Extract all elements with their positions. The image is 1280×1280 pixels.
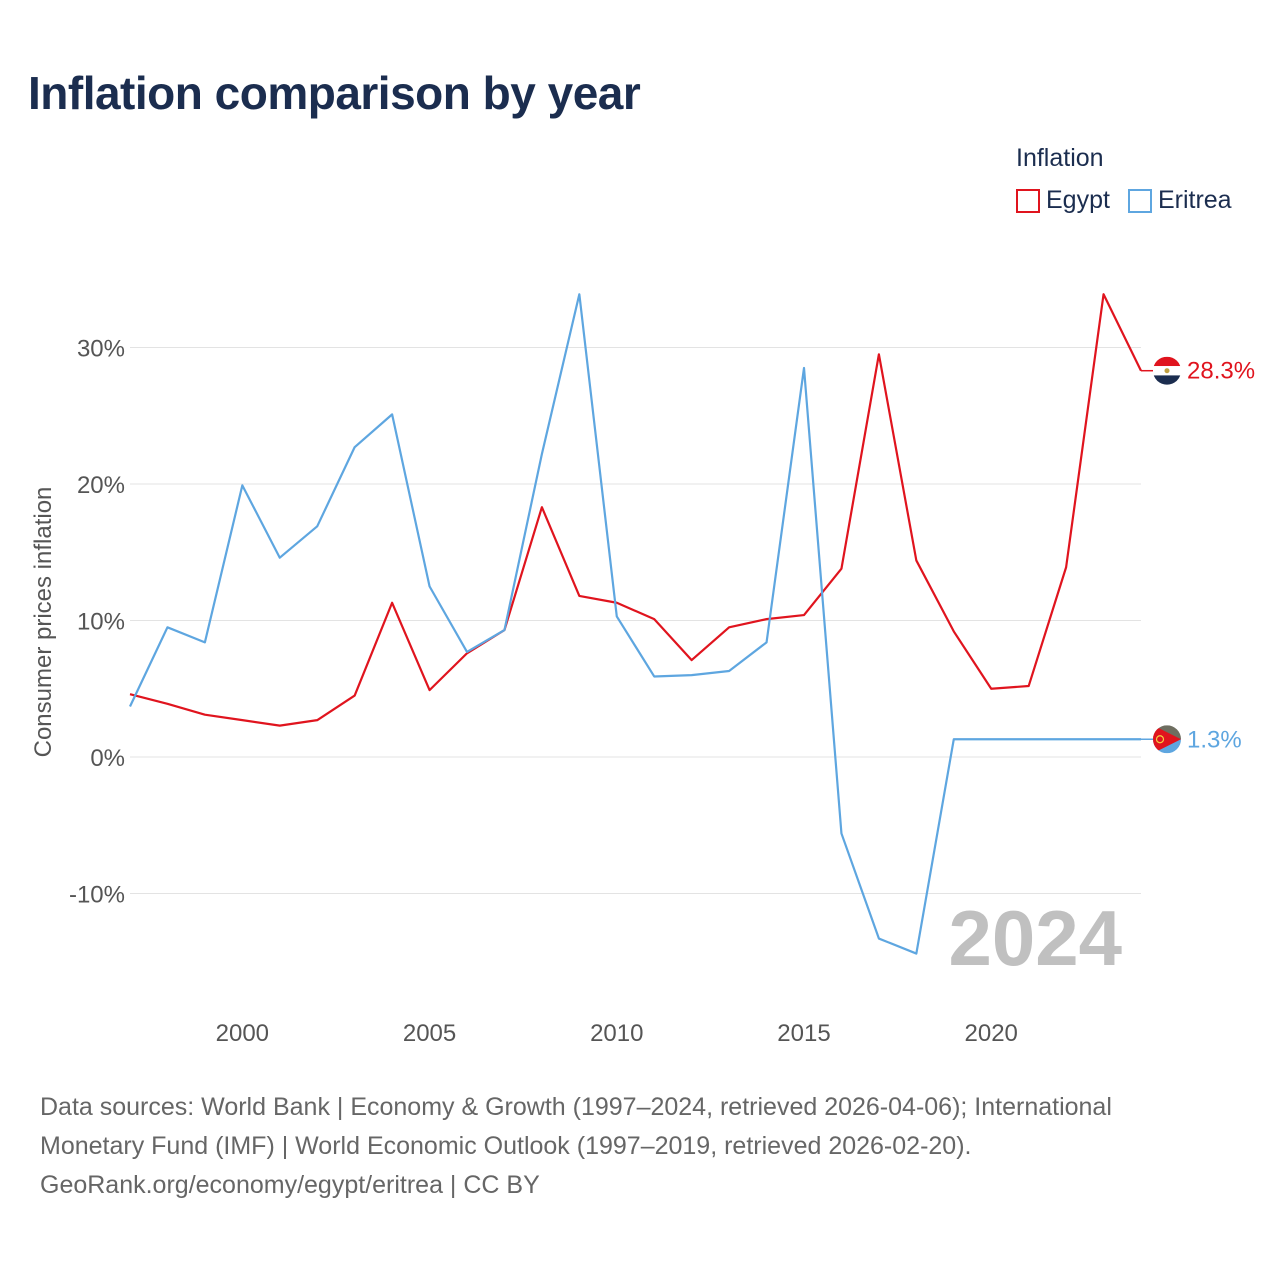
legend-item-eritrea[interactable]: Eritrea	[1127, 186, 1232, 215]
inflation-line-chart: -10% 0% 10% 20% 30% 2000 2005 2010 2015 2020 Con…	[30, 293, 1255, 1047]
year-watermark: 2024	[948, 894, 1122, 982]
chart-title: Inflation comparison by year	[28, 67, 641, 119]
y-tick-label: -10%	[69, 882, 125, 909]
grid-lines	[130, 347, 1141, 894]
y-axis-ticks: -10% 0% 10% 20% 30%	[69, 336, 125, 909]
legend-swatch-eritrea	[1127, 188, 1152, 213]
legend-swatch-egypt	[1016, 188, 1040, 213]
series-end-markers: 28.3% 1.3%	[1141, 356, 1255, 754]
y-tick-label: 20%	[77, 472, 125, 499]
egypt-flag-icon	[1153, 356, 1181, 385]
end-value-label-eritrea: 1.3%	[1187, 726, 1242, 753]
legend: Egypt Eritrea	[1016, 186, 1250, 215]
y-tick-label: 0%	[90, 745, 125, 772]
legend-title: Inflation	[1016, 144, 1104, 172]
footer-line-1: Data sources: World Bank | Economy & Gro…	[40, 1093, 1112, 1121]
series-lines	[129, 293, 1142, 955]
legend-label-egypt: Egypt	[1046, 186, 1110, 214]
end-value-label-egypt: 28.3%	[1187, 358, 1255, 385]
x-tick-label: 2015	[777, 1020, 830, 1047]
y-tick-label: 30%	[77, 336, 125, 363]
x-axis-ticks: 2000 2005 2010 2015 2020	[216, 1020, 1018, 1047]
x-tick-label: 2005	[403, 1020, 456, 1047]
x-tick-label: 2020	[965, 1020, 1018, 1047]
footer-line-3[interactable]: GeoRank.org/economy/egypt/eritrea | CC B…	[40, 1171, 540, 1199]
x-tick-label: 2000	[216, 1020, 269, 1047]
footer-sources: Data sources: World Bank | Economy & Gro…	[40, 1088, 1240, 1205]
footer-line-2: Monetary Fund (IMF) | World Economic Out…	[40, 1132, 972, 1160]
legend-item-egypt[interactable]: Egypt	[1016, 186, 1110, 215]
legend-label-eritrea: Eritrea	[1157, 186, 1232, 214]
x-tick-label: 2010	[590, 1020, 643, 1047]
eritrea-flag-icon	[1153, 725, 1181, 754]
series-line-egypt[interactable]	[129, 293, 1142, 727]
y-tick-label: 10%	[77, 609, 125, 636]
series-line-eritrea[interactable]	[129, 293, 1141, 955]
y-axis-label: Consumer prices inflation	[30, 487, 57, 758]
